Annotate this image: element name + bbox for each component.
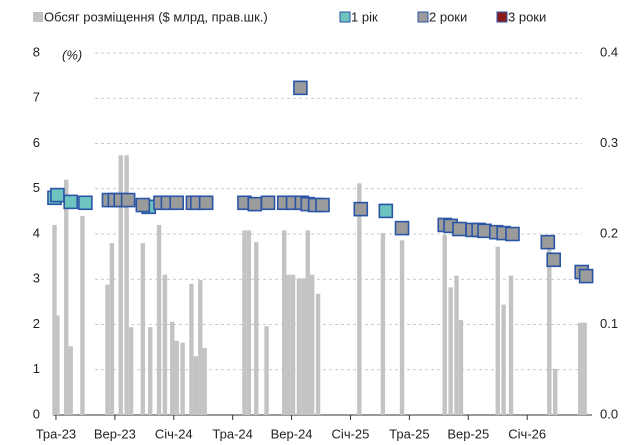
bar — [357, 183, 362, 415]
legend-label: 1 рік — [351, 9, 378, 24]
bar — [399, 240, 405, 415]
bar — [296, 278, 302, 415]
bar — [52, 224, 57, 415]
y-tick-label: 7 — [33, 90, 40, 105]
bar — [105, 284, 110, 415]
bar — [547, 240, 552, 415]
bar — [246, 230, 252, 415]
bar — [128, 327, 134, 415]
point — [293, 80, 308, 96]
bar — [501, 304, 506, 415]
bar — [305, 230, 310, 415]
x-tick-label: Січ-26 — [508, 426, 546, 441]
bar — [495, 246, 500, 415]
point — [260, 195, 276, 211]
bar — [174, 340, 179, 415]
bar — [202, 348, 207, 415]
point — [546, 252, 562, 268]
x-tick-label: Січ-24 — [155, 426, 193, 441]
bar — [254, 242, 259, 415]
bar — [282, 230, 287, 415]
point — [198, 195, 214, 211]
legend-marker — [339, 11, 351, 23]
point — [50, 187, 65, 203]
bar — [140, 243, 146, 415]
bar — [124, 155, 129, 415]
x-tick-label: Січ-25 — [332, 426, 370, 441]
y-tick-label: 6 — [33, 135, 40, 150]
point — [315, 197, 330, 213]
point — [63, 194, 78, 210]
bar — [170, 321, 175, 415]
y2-tick-label: 0.4 — [600, 44, 618, 59]
point — [247, 196, 263, 212]
bar — [193, 356, 199, 415]
y-tick-label: 4 — [33, 225, 40, 240]
bar — [64, 179, 69, 415]
legend-label: 3 роки — [508, 9, 546, 24]
x-tick-label: Вер-23 — [94, 426, 136, 441]
legend-marker — [417, 11, 429, 23]
y2-tick-label: 0.0 — [600, 406, 618, 421]
y2-tick-label: 0.2 — [600, 225, 618, 240]
point — [120, 192, 136, 208]
bar — [264, 326, 269, 415]
bar — [80, 215, 85, 415]
y-tick-label: 5 — [33, 180, 40, 195]
x-tick-label: Вер-24 — [271, 426, 313, 441]
x-tick-label: Вер-25 — [447, 426, 489, 441]
bar — [180, 342, 185, 415]
x-tick-label: Тра-24 — [212, 426, 252, 441]
point — [353, 201, 369, 217]
legend-marker — [496, 11, 508, 23]
bar — [301, 278, 306, 415]
bar — [242, 230, 247, 415]
bar — [147, 327, 153, 415]
bar — [458, 319, 464, 415]
point — [135, 197, 151, 213]
bar — [454, 275, 459, 415]
point — [169, 195, 185, 211]
y2-tick-label: 0.3 — [600, 135, 618, 150]
y2-tick-label: 0.1 — [600, 316, 618, 331]
legend-label: 2 роки — [429, 9, 467, 24]
y-tick-label: 8 — [33, 44, 40, 59]
bar — [162, 274, 168, 415]
point — [378, 203, 394, 219]
bar — [582, 322, 587, 415]
bar — [578, 322, 583, 415]
point — [78, 195, 93, 211]
bar — [380, 233, 386, 415]
legend-label: Обсяг розміщення ($ млрд, прав.шк.) — [44, 9, 268, 24]
legend-marker — [33, 12, 43, 22]
bar — [198, 280, 203, 415]
bar — [552, 368, 558, 415]
point — [540, 234, 556, 250]
y-tick-label: 2 — [33, 316, 40, 331]
y-tick-label: 0 — [33, 406, 40, 421]
point — [578, 268, 594, 284]
point — [452, 221, 467, 237]
x-tick-label: Тра-23 — [36, 426, 76, 441]
bar — [508, 275, 514, 415]
bar — [55, 315, 60, 415]
bar — [118, 155, 123, 415]
bar — [109, 243, 115, 415]
bar — [68, 346, 73, 415]
bar — [156, 224, 162, 415]
bar — [309, 274, 315, 415]
bar — [315, 293, 321, 415]
y-tick-label: 3 — [33, 271, 40, 286]
bar — [290, 274, 296, 415]
y-unit-label: (%) — [62, 47, 82, 62]
bar — [442, 234, 447, 415]
point — [394, 220, 410, 236]
x-tick-label: Тра-25 — [389, 426, 429, 441]
bar — [286, 274, 291, 415]
y-tick-label: 1 — [33, 361, 40, 376]
bar — [189, 283, 194, 415]
bar — [448, 287, 453, 415]
point — [505, 226, 520, 242]
